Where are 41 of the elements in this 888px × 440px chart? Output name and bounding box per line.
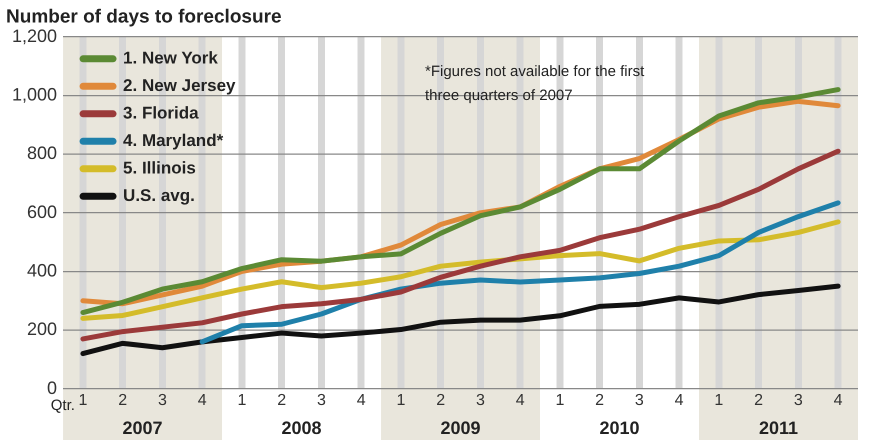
y-tick-label: 0	[47, 378, 58, 398]
x-tick-label: 3	[634, 392, 644, 409]
y-tick-label: 800	[26, 143, 58, 164]
x-tick-label: 2	[595, 392, 604, 409]
x-tick-label: 2	[277, 392, 286, 409]
legend-label: 4. Maryland*	[123, 130, 224, 150]
x-tick-label: 3	[316, 392, 326, 409]
legend-label: 5. Illinois	[123, 158, 196, 178]
x-tick-label: 4	[356, 392, 366, 409]
text: 2011	[758, 418, 798, 438]
x-tick-label: 2	[118, 392, 128, 409]
y-tick-label: 1,200	[12, 26, 58, 46]
legend-label: U.S. avg.	[123, 186, 195, 205]
x-tick-label: 3	[158, 392, 167, 409]
x-tick-label: 1	[237, 392, 246, 409]
text: 2010	[599, 418, 640, 438]
x-axis-title: Qtr.	[50, 396, 75, 414]
y-tick-label: 400	[26, 260, 58, 280]
y-tick-label: 200	[26, 319, 58, 340]
legend-label: 3. Florida	[123, 103, 200, 122]
text: 2007	[122, 418, 163, 438]
x-tick-label: 2	[754, 392, 764, 409]
legend-label: 2. New Jersey	[123, 76, 236, 95]
text: 2008	[282, 418, 322, 438]
text: 2009	[440, 418, 481, 438]
x-tick-label: 1	[78, 392, 88, 409]
y-tick-label: 1,000	[12, 84, 58, 104]
x-tick-label: 2	[436, 392, 446, 409]
x-tick-label: 4	[674, 392, 684, 409]
x-tick-label: 1	[555, 392, 564, 409]
x-tick-label: 1	[714, 392, 724, 409]
x-tick-label: 4	[516, 392, 525, 409]
x-tick-label: 4	[198, 392, 207, 409]
x-tick-label: 3	[476, 392, 485, 409]
y-tick-label: 600	[26, 202, 58, 222]
chart-title: Number of days to foreclosure	[6, 6, 282, 28]
annotation: *Figures not available for the first three quarters of 2007	[425, 62, 646, 104]
x-tick-label: 4	[834, 392, 843, 409]
legend-label: 1. New York	[123, 48, 218, 68]
x-tick-label: 3	[794, 392, 803, 409]
x-tick-label: 1	[396, 392, 406, 409]
